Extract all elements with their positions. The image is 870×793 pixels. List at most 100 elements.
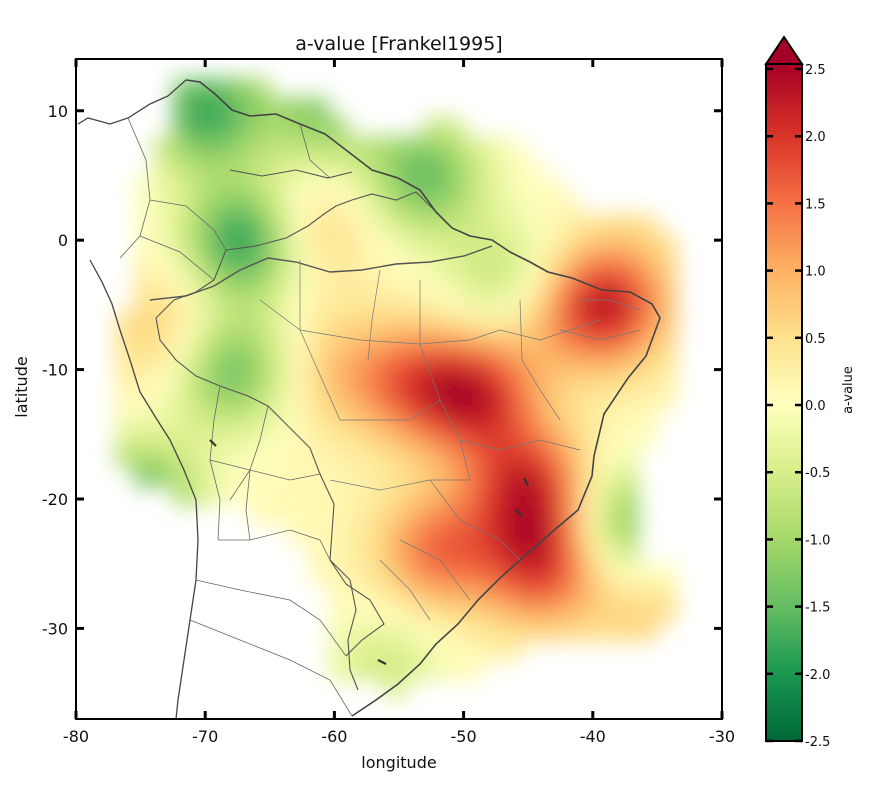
heatmap-cell bbox=[269, 427, 290, 448]
heatmap-cell bbox=[405, 583, 426, 604]
heatmap-cell bbox=[405, 660, 426, 681]
heatmap-cell bbox=[560, 563, 581, 584]
heatmap-cell bbox=[172, 486, 193, 507]
heatmap-cell bbox=[366, 253, 387, 274]
heatmap-cell bbox=[502, 621, 523, 642]
heatmap-cell bbox=[444, 524, 465, 545]
map-borders bbox=[77, 79, 661, 719]
heatmap-cell bbox=[366, 136, 387, 157]
heatmap-cell bbox=[599, 544, 620, 565]
heatmap-cell bbox=[347, 350, 368, 371]
heatmap-cell bbox=[657, 291, 678, 312]
heatmap-cell bbox=[250, 253, 271, 274]
heatmap-cell bbox=[424, 660, 445, 681]
country-border-andes bbox=[119, 117, 353, 717]
heatmap-cell bbox=[386, 311, 407, 332]
heatmap-cell bbox=[347, 253, 368, 274]
heatmap-cell bbox=[327, 233, 348, 254]
heatmap-cell bbox=[211, 214, 232, 235]
heatmap-cell bbox=[211, 117, 232, 138]
heatmap-cell bbox=[366, 233, 387, 254]
heatmap-cell bbox=[483, 253, 503, 274]
heatmap-cell bbox=[618, 466, 639, 487]
heatmap-cell bbox=[463, 660, 484, 681]
heatmap-cell bbox=[366, 466, 387, 487]
heatmap-cell bbox=[521, 330, 542, 351]
heatmap-cell bbox=[502, 175, 523, 196]
heatmap-cell bbox=[599, 524, 620, 545]
heatmap-cell bbox=[463, 602, 484, 623]
heatmap-cell bbox=[405, 486, 426, 507]
heatmap-cell bbox=[250, 272, 271, 293]
heatmap-cell bbox=[463, 408, 484, 429]
heatmap-cell bbox=[618, 214, 639, 235]
heatmap-cell bbox=[502, 486, 523, 507]
heatmap-cell bbox=[444, 214, 465, 235]
heatmap-cell bbox=[560, 621, 581, 642]
heatmap-cell bbox=[231, 466, 251, 487]
heatmap-cell bbox=[172, 369, 193, 390]
heatmap-cell bbox=[366, 194, 387, 215]
heatmap-cell bbox=[521, 486, 542, 507]
heatmap-cell bbox=[192, 389, 213, 409]
heatmap-cell bbox=[114, 447, 135, 468]
heatmap-cell bbox=[172, 408, 193, 429]
heatmap-cell bbox=[599, 563, 620, 584]
heatmap-cell bbox=[405, 505, 426, 526]
heatmap-cell bbox=[347, 369, 368, 390]
heatmap-cell bbox=[153, 369, 174, 390]
heatmap-cell bbox=[192, 175, 213, 196]
heatmap-cell bbox=[599, 389, 620, 409]
heatmap-cell bbox=[502, 505, 523, 526]
heatmap-cell bbox=[521, 524, 542, 545]
heatmap-cell bbox=[327, 156, 348, 177]
heatmap-cell bbox=[327, 621, 348, 642]
river-orinoco bbox=[229, 169, 353, 179]
heatmap-cell bbox=[211, 97, 232, 118]
heatmap-cell bbox=[579, 583, 600, 604]
heatmap-cell bbox=[153, 427, 174, 448]
heatmap-cell bbox=[172, 194, 193, 215]
heatmap-cell bbox=[172, 330, 193, 351]
heatmap-cell bbox=[444, 466, 465, 487]
heatmap-cell bbox=[289, 389, 310, 409]
heatmap-cell bbox=[444, 447, 465, 468]
heatmap-cell bbox=[618, 311, 639, 332]
heatmap-cell bbox=[463, 233, 484, 254]
heatmap-cell bbox=[521, 447, 542, 468]
heatmap-cell bbox=[308, 194, 329, 215]
heatmap-cell bbox=[386, 524, 407, 545]
heatmap-cell bbox=[521, 311, 542, 332]
heatmap-cell bbox=[560, 350, 581, 371]
heatmap-cell bbox=[618, 272, 639, 293]
heatmap-cell bbox=[347, 408, 368, 429]
heatmap-cell bbox=[638, 214, 658, 235]
heatmap-cell bbox=[444, 544, 465, 565]
heatmap-cell bbox=[327, 660, 348, 681]
heatmap-cell bbox=[386, 214, 407, 235]
heatmap-cell bbox=[386, 563, 407, 584]
heatmap-cell bbox=[444, 311, 465, 332]
heatmap-cell bbox=[327, 117, 348, 138]
heatmap-cell bbox=[521, 369, 542, 390]
heatmap-cell bbox=[366, 350, 387, 371]
heatmap-cell bbox=[599, 602, 620, 623]
heatmap-cell bbox=[502, 253, 523, 274]
heatmap-cell bbox=[153, 272, 174, 293]
heatmap-cell bbox=[541, 408, 562, 429]
heatmap-cell bbox=[483, 369, 503, 390]
heatmap-cell bbox=[366, 311, 387, 332]
heatmap-cell bbox=[308, 563, 329, 584]
heatmap-cell bbox=[463, 156, 484, 177]
heatmap-cell bbox=[366, 156, 387, 177]
heatmap-cell bbox=[579, 350, 600, 371]
colorbar-tick-label: 0.5 bbox=[805, 332, 826, 347]
heatmap-cell bbox=[541, 466, 562, 487]
heatmap-cell bbox=[502, 350, 523, 371]
heatmap-cell bbox=[579, 291, 600, 312]
heatmap-cell bbox=[211, 78, 232, 99]
heatmap-cell bbox=[327, 641, 348, 662]
heatmap-cell bbox=[444, 175, 465, 196]
heatmap-cell bbox=[579, 602, 600, 623]
heatmap-cell bbox=[657, 330, 678, 351]
